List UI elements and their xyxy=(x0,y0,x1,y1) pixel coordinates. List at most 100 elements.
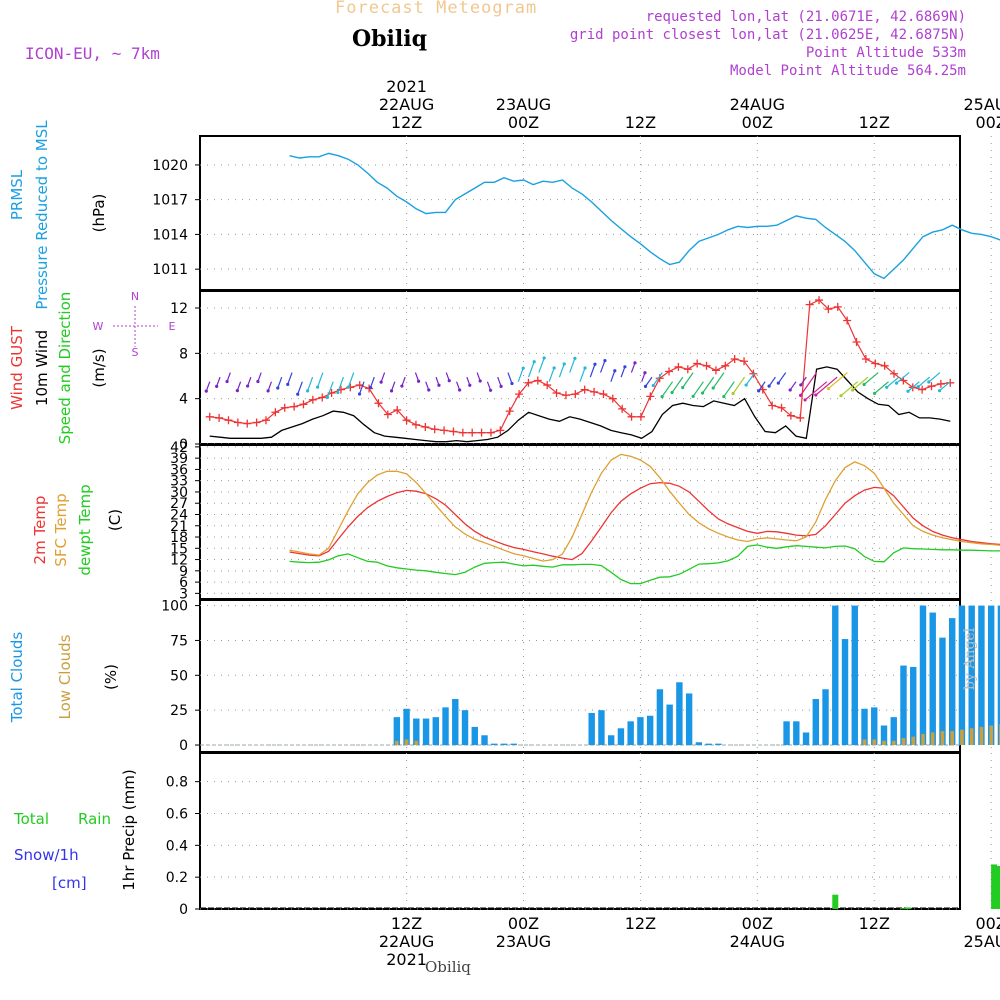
wind-direction-arrow xyxy=(789,381,797,391)
gust-marker xyxy=(805,300,814,309)
total-cloud-bar xyxy=(695,742,703,746)
total-cloud-bar xyxy=(510,743,517,746)
wind-direction-arrow xyxy=(358,381,365,395)
total-cloud-bar xyxy=(646,715,654,746)
y-tick-label: 6 xyxy=(179,575,188,591)
gust-marker xyxy=(768,401,777,410)
chart-title: Forecast Meteogram xyxy=(335,0,538,18)
gust-marker xyxy=(777,403,786,412)
wind-arrow-head xyxy=(799,383,803,387)
gust-marker xyxy=(215,413,224,422)
gust-marker xyxy=(618,404,627,413)
total-cloud-bar xyxy=(987,605,995,746)
wind-arrow-head xyxy=(478,379,482,383)
gust-marker xyxy=(861,355,870,363)
total-cloud-bar xyxy=(880,725,888,746)
wind-direction-arrow xyxy=(692,381,704,397)
total-cloud-bar xyxy=(452,699,459,746)
y-tick-label: 12 xyxy=(170,553,188,569)
gust-marker xyxy=(393,406,402,414)
wind-direction-arrow xyxy=(507,372,513,384)
wind-direction-arrow xyxy=(928,372,941,383)
total-cloud-bar xyxy=(422,718,430,746)
bottom-axis-day: 25AUG xyxy=(963,932,1000,951)
label-dewpt-temp: dewpt Temp xyxy=(76,484,94,575)
series-pressure-line xyxy=(289,152,1000,280)
bottom-axis-day: 24AUG xyxy=(730,932,785,951)
panel-clouds: 0 25 50 75 100 xyxy=(161,599,1000,754)
label-precip-unit: 1hr Precip (mm) xyxy=(120,769,138,890)
gust-marker xyxy=(599,390,608,399)
wind-arrow-head xyxy=(894,381,899,385)
wind-arrow-head xyxy=(906,389,910,393)
wind-arrow-head xyxy=(315,385,320,389)
label-total-clouds: Total Clouds xyxy=(8,632,26,724)
y-tick-label: 39 xyxy=(170,451,188,467)
compass-w: W xyxy=(93,320,104,333)
wind-direction-arrow xyxy=(347,372,355,388)
wind-arrow-head xyxy=(510,381,514,386)
total-cloud-bar xyxy=(607,735,615,746)
wind-arrow-head xyxy=(235,388,239,393)
wind-arrow-head xyxy=(776,381,780,385)
footer-station: Obiliq xyxy=(425,958,471,976)
total-cloud-bar xyxy=(676,682,683,746)
wind-arrow-head xyxy=(799,393,803,397)
y-tick-label: 0 xyxy=(179,437,188,453)
y-tick-label: 9 xyxy=(179,564,188,580)
y-tick-label: 3 xyxy=(179,586,188,602)
label-speed-direction: Speed and Direction xyxy=(56,292,74,445)
gust-marker xyxy=(561,391,570,400)
low-cloud-bar xyxy=(969,728,974,746)
total-cloud-bar xyxy=(939,637,946,746)
gust-marker xyxy=(271,408,280,417)
wind-direction-arrow xyxy=(380,372,386,383)
low-cloud-bar xyxy=(950,731,955,746)
gust-marker xyxy=(721,361,730,370)
label-sfc-temp: SFC Temp xyxy=(52,493,70,566)
y-tick-label: 100 xyxy=(161,599,188,615)
wind-direction-arrow xyxy=(661,381,674,397)
wind-arrow-head xyxy=(593,362,597,366)
total-cloud-bar xyxy=(929,612,936,746)
wind-arrow-head xyxy=(276,386,280,390)
wind-arrow-head xyxy=(458,388,462,392)
rain-bar xyxy=(900,908,907,910)
wind-direction-arrow xyxy=(815,376,838,396)
wind-arrow-head xyxy=(788,388,792,392)
wind-arrow-head xyxy=(731,391,735,396)
rain-bar xyxy=(905,907,912,909)
gust-marker xyxy=(880,361,889,370)
wind-arrow-head xyxy=(767,384,771,388)
wind-direction-arrow xyxy=(840,381,859,397)
label-2m-temp: 2m Temp xyxy=(31,496,49,565)
wind-arrow-head xyxy=(562,362,566,366)
bottom-axis-hour: 00Z xyxy=(976,914,1000,933)
y-tick-label: 0.4 xyxy=(166,838,188,854)
y-tick-label: 1020 xyxy=(152,158,188,174)
wind-direction-arrow xyxy=(528,361,535,378)
label-snow-1h: Snow/1h xyxy=(14,846,79,864)
gust-marker xyxy=(458,428,467,437)
gust-marker xyxy=(411,420,420,429)
requested-coords: requested lon,lat (21.0671E, 42.6869N) xyxy=(645,9,966,25)
total-cloud-bar xyxy=(413,718,420,746)
wind-arrow-head xyxy=(286,382,290,386)
gust-marker xyxy=(918,385,927,394)
wind-arrow-head xyxy=(633,361,637,365)
wind-direction-arrow xyxy=(939,381,951,392)
top-axis-hour: 00Z xyxy=(508,113,539,132)
wind-arrow-head xyxy=(379,380,383,384)
gust-marker xyxy=(815,296,824,305)
gust-marker xyxy=(374,399,383,408)
label-rain: Rain xyxy=(78,810,111,828)
gust-marker xyxy=(477,428,486,437)
gust-marker xyxy=(449,427,458,436)
total-cloud-bar xyxy=(861,708,868,746)
wind-direction-arrow xyxy=(712,372,725,389)
wind-direction-arrow xyxy=(497,376,502,387)
wind-direction-arrow xyxy=(337,376,345,393)
gust-marker xyxy=(543,381,552,390)
total-cloud-bar xyxy=(491,743,498,746)
wind-direction-arrow xyxy=(579,367,586,382)
